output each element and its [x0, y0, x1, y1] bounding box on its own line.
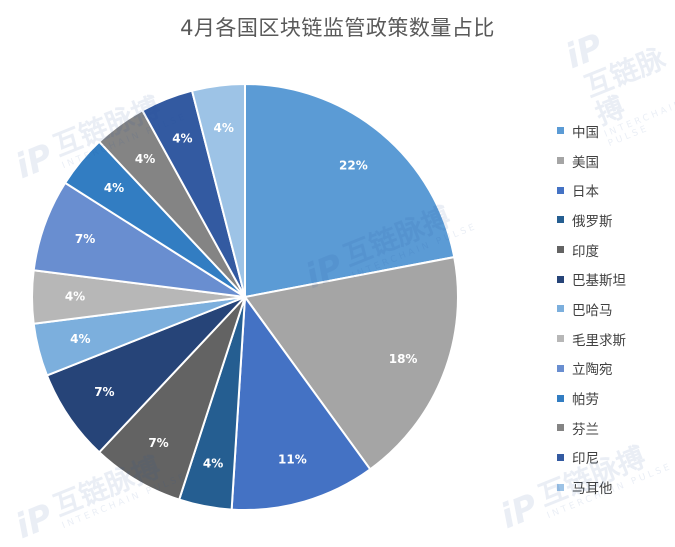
legend-item: 中国	[557, 116, 626, 146]
legend-swatch	[557, 246, 564, 254]
legend-item: 帕劳	[557, 383, 626, 413]
chart-title: 4月各国区块链监管政策数量占比	[180, 16, 495, 40]
pie-data-label: 22%	[339, 159, 368, 173]
legend-label: 巴哈马	[572, 302, 613, 319]
legend-item: 毛里求斯	[557, 324, 626, 354]
legend-label: 印度	[572, 243, 599, 260]
pie-slice-中国	[244, 82, 456, 299]
pie-data-label: 4%	[203, 457, 223, 471]
legend-item: 美国	[557, 146, 626, 176]
pie-data-label: 7%	[75, 232, 95, 246]
legend-label: 巴基斯坦	[572, 273, 626, 290]
legend-swatch	[557, 483, 564, 491]
legend-item: 马耳他	[557, 472, 626, 502]
pie-slice-美国	[243, 255, 459, 471]
legend-item: 巴哈马	[557, 294, 626, 324]
legend-label: 帕劳	[572, 392, 599, 409]
pie-data-label: 4%	[104, 181, 124, 195]
legend-swatch	[557, 394, 564, 402]
legend-label: 俄罗斯	[572, 213, 613, 230]
legend-label: 毛里求斯	[572, 332, 626, 349]
pie-data-label: 4%	[135, 152, 155, 166]
legend-item: 印尼	[557, 443, 626, 473]
pie-data-label: 18%	[389, 352, 418, 366]
legend-swatch	[557, 305, 564, 313]
legend-label: 芬兰	[572, 421, 599, 438]
pie-data-label: 4%	[65, 290, 85, 304]
pie-slice-日本	[230, 294, 372, 511]
legend-label: 日本	[572, 184, 599, 201]
pie-data-label: 7%	[148, 436, 168, 450]
legend-swatch	[557, 335, 564, 343]
legend-swatch	[557, 424, 564, 432]
legend-label: 马耳他	[572, 481, 613, 498]
legend-swatch	[557, 157, 564, 165]
pie-slice-马耳他	[190, 82, 246, 298]
legend-item: 立陶宛	[557, 354, 626, 384]
pie-data-label: 11%	[278, 453, 307, 467]
legend-label: 立陶宛	[572, 362, 613, 379]
legend-item: 芬兰	[557, 413, 626, 443]
pie-data-label: 4%	[172, 131, 192, 145]
legend-swatch	[557, 364, 564, 372]
legend-item: 巴基斯坦	[557, 264, 626, 294]
legend-swatch	[557, 127, 564, 135]
legend-label: 印尼	[572, 451, 599, 468]
pie-data-label: 7%	[94, 385, 114, 399]
legend-label: 美国	[572, 154, 599, 171]
legend-label: 中国	[572, 124, 599, 141]
pie-data-label: 4%	[70, 332, 90, 346]
legend-item: 俄罗斯	[557, 205, 626, 235]
legend-item: 印度	[557, 235, 626, 265]
legend-item: 日本	[557, 175, 626, 205]
legend-swatch	[557, 186, 564, 194]
legend-swatch	[557, 453, 564, 461]
legend-swatch	[557, 216, 564, 224]
legend: 中国美国日本俄罗斯印度巴基斯坦巴哈马毛里求斯立陶宛帕劳芬兰印尼马耳他	[557, 116, 626, 502]
pie-data-label: 4%	[214, 121, 234, 135]
legend-swatch	[557, 275, 564, 283]
